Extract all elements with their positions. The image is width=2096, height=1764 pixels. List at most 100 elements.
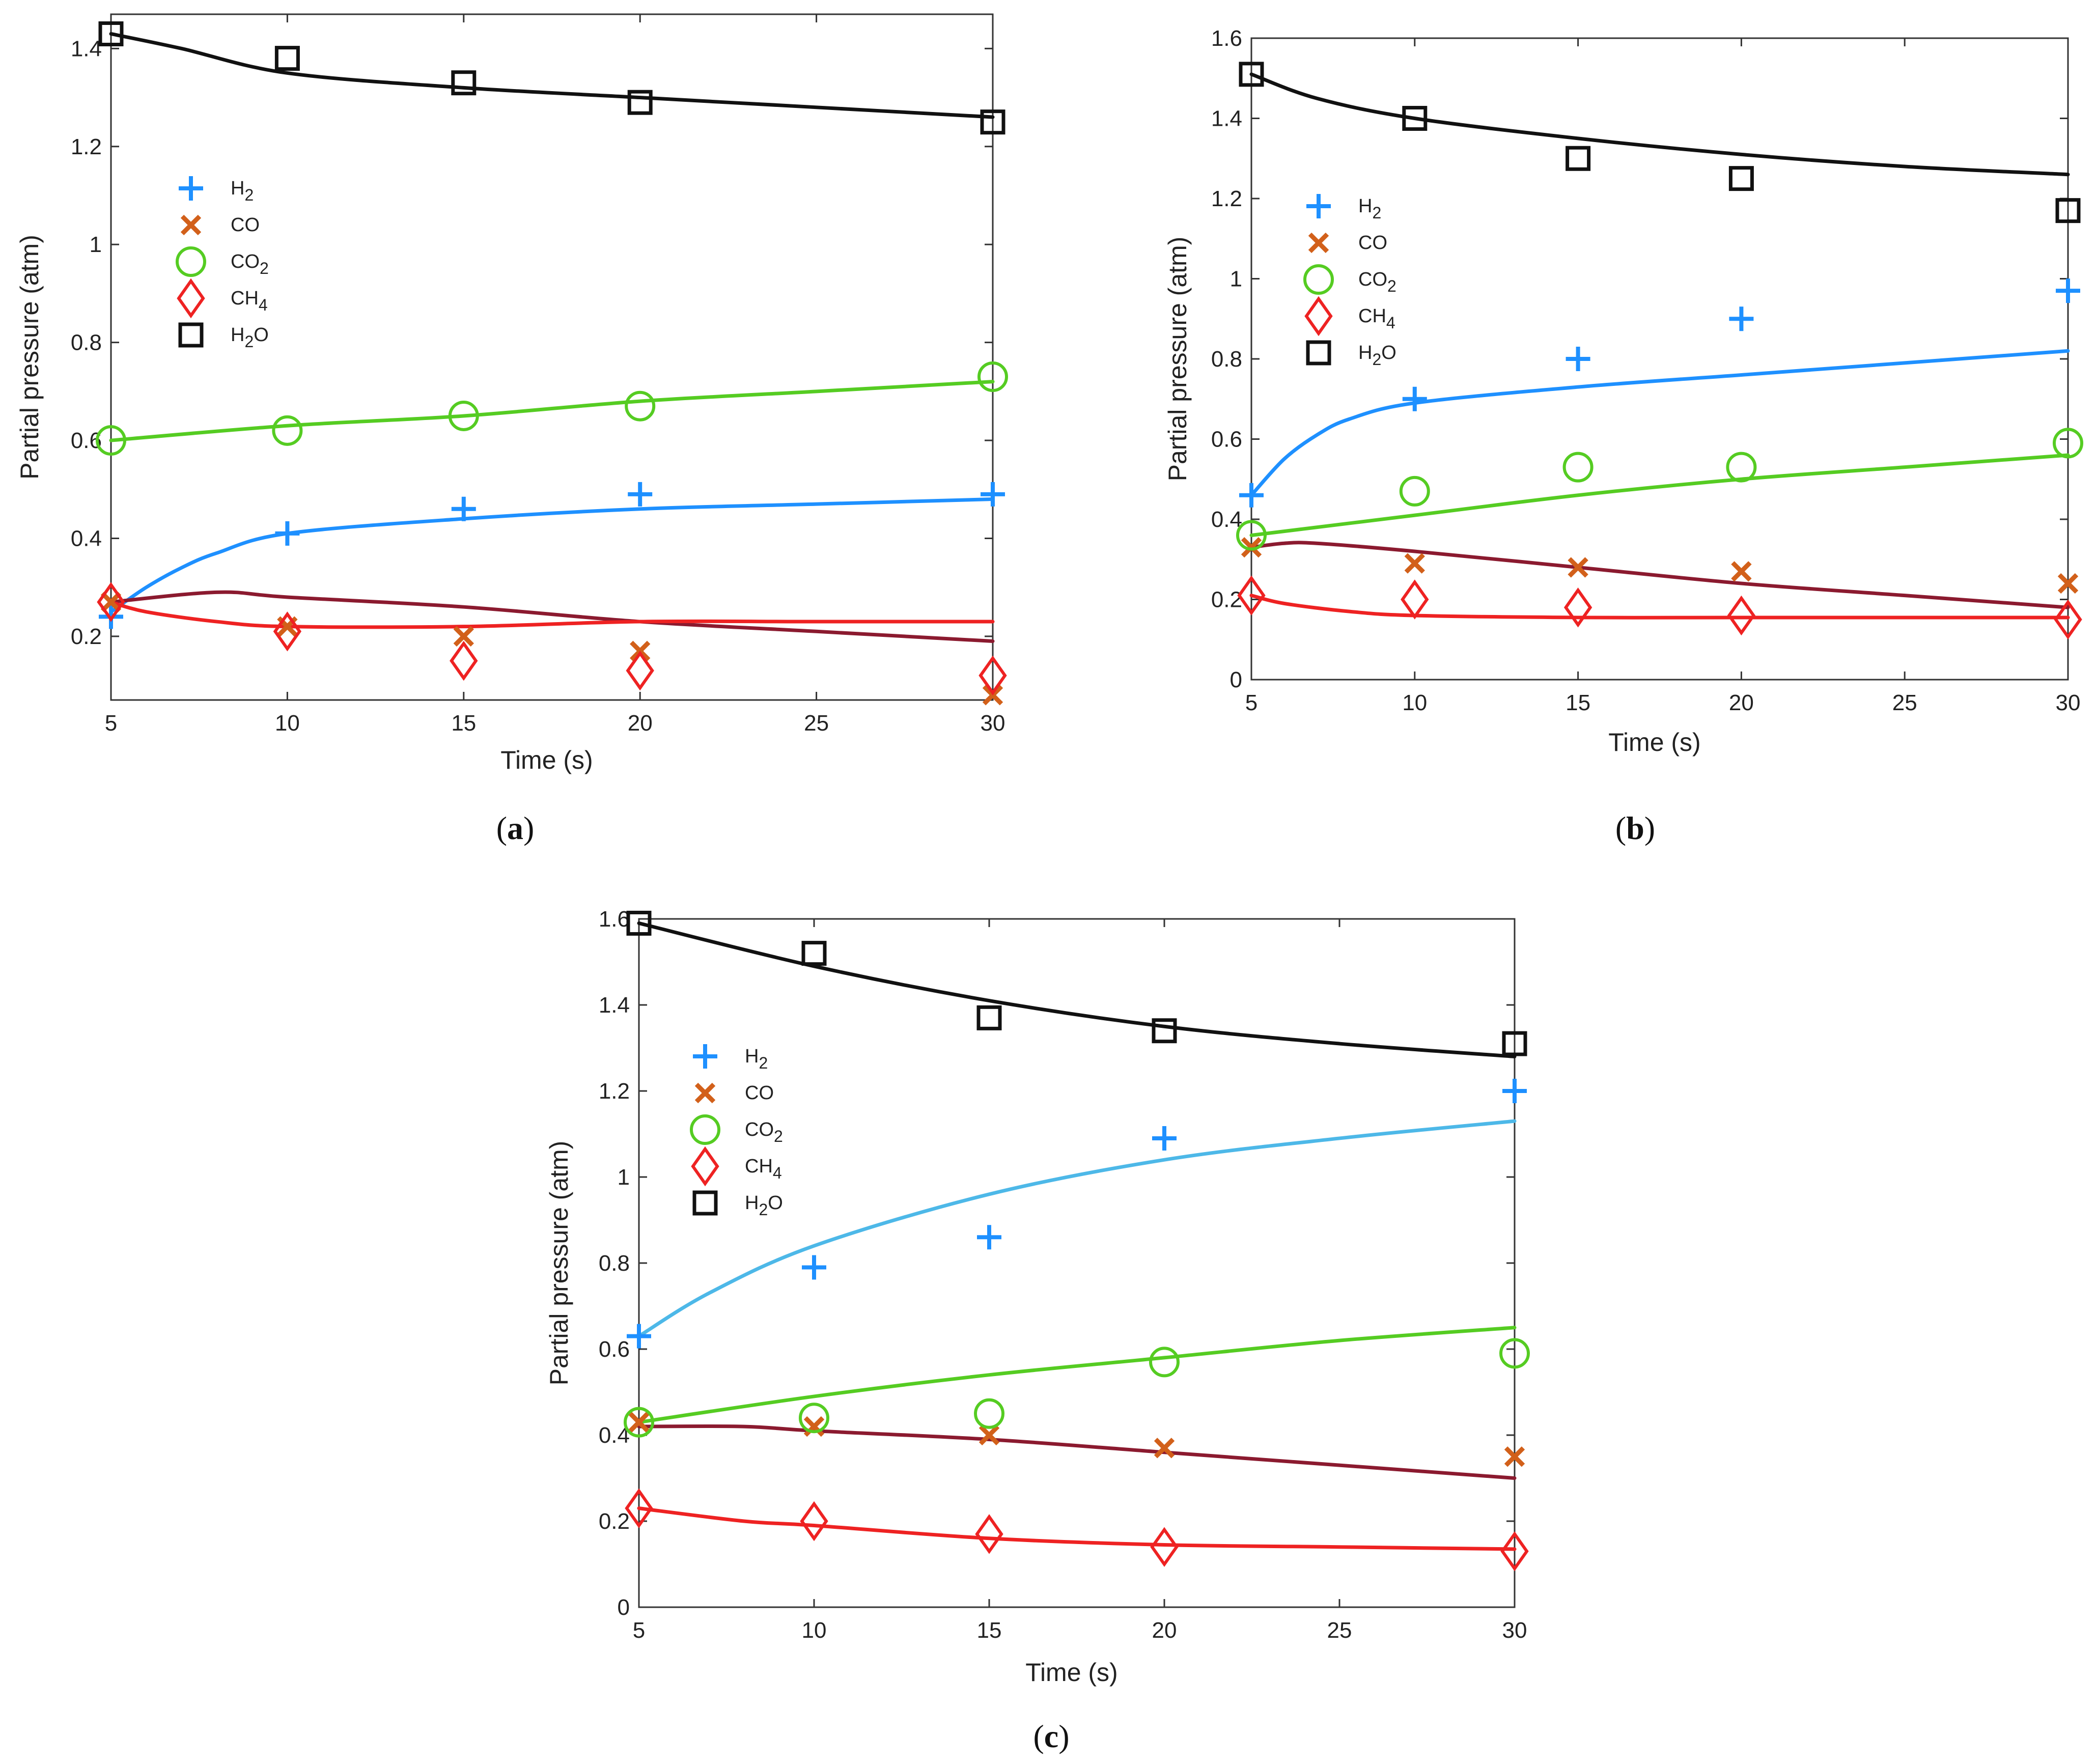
data-point-diamond <box>97 582 125 622</box>
y-tick-label: 0.8 <box>71 330 102 355</box>
legend-marker-diamond <box>691 1146 719 1187</box>
data-point-diamond <box>1237 575 1266 615</box>
legend-entry: CH4 <box>1358 305 1395 332</box>
data-point-square <box>2055 198 2081 223</box>
panel-b: 5 10 15 20 25 30 0 0.2 0.4 0.6 0.8 1 1.2 1.4 1.6 Time (… <box>1163 26 2083 846</box>
data-point-square <box>980 109 1005 135</box>
data-point-x <box>453 626 474 647</box>
data-point-diamond <box>800 1501 828 1542</box>
y-tick-label: 1.6 <box>1211 26 1242 51</box>
x-tick-label: 30 <box>2056 690 2081 715</box>
data-point-diamond <box>2054 599 2082 640</box>
data-point-x <box>1241 537 1262 558</box>
data-point-circle <box>974 1398 1004 1429</box>
legend-entry: CH4 <box>745 1156 782 1182</box>
legend-entry: CO <box>745 1082 774 1104</box>
x-axis-label: Time (s) <box>1025 1658 1117 1687</box>
data-point-plus <box>451 496 476 521</box>
data-point-x <box>1731 561 1752 582</box>
y-tick-label: 1.4 <box>71 36 102 61</box>
fit-curve-3 <box>109 497 995 614</box>
y-axis-label: Partial pressure (atm) <box>1163 237 1192 482</box>
legend-entry: CO2 <box>231 251 269 277</box>
legend-entry: CO <box>1358 232 1387 254</box>
legend-marker-circle <box>690 1114 720 1145</box>
legend-marker-plus <box>179 176 203 201</box>
x-tick-label: 5 <box>1245 690 1257 715</box>
fit-curve-1 <box>637 921 1517 1058</box>
data-point-circle <box>1236 520 1267 551</box>
plot-area <box>110 13 994 701</box>
x-tick-label: 30 <box>1502 1618 1527 1643</box>
x-tick-label: 20 <box>1152 1618 1177 1643</box>
legend-marker-square <box>692 1190 718 1216</box>
y-tick-label: 1.2 <box>71 134 102 159</box>
data-point-square <box>274 46 300 71</box>
data-point-diamond <box>1150 1527 1179 1567</box>
data-point-plus <box>275 521 300 546</box>
data-point-square <box>1566 146 1591 171</box>
legend-marker-x <box>180 214 202 236</box>
data-point-diamond <box>1500 1531 1529 1572</box>
plot-area <box>1250 37 2069 681</box>
data-point-diamond <box>975 1514 1003 1554</box>
data-point-circle <box>977 361 1008 392</box>
data-point-circle <box>1562 452 1594 483</box>
data-point-square <box>98 21 124 46</box>
data-point-square <box>1402 106 1428 131</box>
data-point-diamond <box>1401 579 1429 620</box>
data-point-plus <box>1502 1079 1527 1103</box>
y-tick-label: 1 <box>90 232 102 257</box>
legend-marker-plus <box>1306 194 1331 218</box>
y-tick-label: 0.2 <box>599 1509 630 1534</box>
panel-label: (a) <box>496 810 535 846</box>
y-tick-label: 1.4 <box>1211 106 1242 131</box>
data-point-circle <box>96 425 126 456</box>
fit-curve-3 <box>1249 453 2070 537</box>
y-tick-label: 0.2 <box>71 624 102 649</box>
x-tick-label: 25 <box>1327 1618 1352 1643</box>
data-point-x <box>1154 1438 1175 1459</box>
data-point-square <box>451 70 477 96</box>
data-point-plus <box>1729 306 1754 331</box>
x-tick-label: 10 <box>1402 690 1427 715</box>
x-tick-label: 25 <box>1892 690 1917 715</box>
data-point-plus <box>628 482 653 507</box>
fit-curve-5 <box>109 600 995 629</box>
data-point-diamond <box>626 651 654 691</box>
y-tick-label: 1.6 <box>599 907 630 932</box>
data-point-x <box>2057 573 2079 594</box>
data-point-x <box>979 1424 1000 1446</box>
y-axis-label: Partial pressure (atm) <box>545 1141 573 1386</box>
data-point-plus <box>2056 278 2080 303</box>
y-tick-label: 0.4 <box>1211 507 1242 532</box>
y-tick-label: 0.8 <box>1211 347 1242 372</box>
fit-curve-2 <box>637 1119 1517 1338</box>
data-point-circle <box>625 390 656 422</box>
data-point-diamond <box>979 655 1007 696</box>
data-point-circle <box>272 415 303 446</box>
data-point-diamond <box>450 640 478 681</box>
data-point-diamond <box>1727 595 1756 636</box>
legend-marker-diamond <box>177 278 205 319</box>
x-axis-label: Time (s) <box>1608 728 1700 757</box>
fit-curve-3 <box>637 1326 1517 1424</box>
y-tick-label: 0.8 <box>599 1251 630 1276</box>
legend-marker-square <box>1306 340 1331 366</box>
data-point-plus <box>1566 347 1590 371</box>
data-point-square <box>626 910 652 936</box>
x-tick-label: 5 <box>105 711 117 736</box>
fit-curve-5 <box>1249 594 2070 620</box>
panel-label: (c) <box>1033 1718 1069 1754</box>
fit-curve-5 <box>637 1506 1517 1551</box>
data-point-plus <box>802 1255 826 1280</box>
legend-marker-x <box>694 1082 716 1104</box>
data-point-plus <box>627 1324 651 1349</box>
data-point-square <box>976 1005 1002 1030</box>
data-point-x <box>1568 557 1588 578</box>
data-point-x <box>628 1412 650 1433</box>
legend-entry: CH4 <box>231 288 268 314</box>
x-tick-label: 20 <box>1729 690 1754 715</box>
